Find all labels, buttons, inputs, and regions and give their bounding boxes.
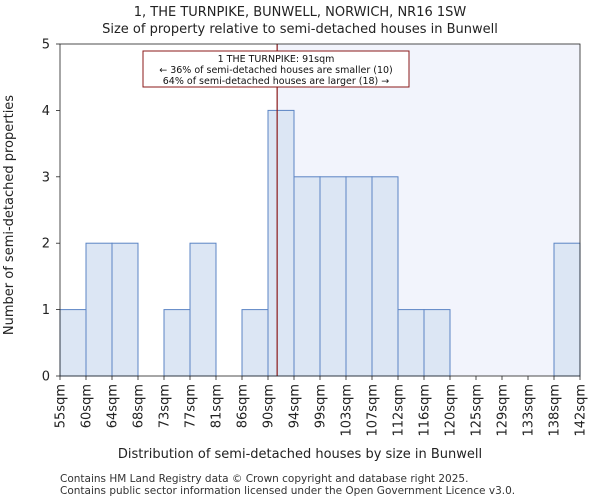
x-tick-label: 77sqm: [184, 384, 199, 428]
bar-64sqm: [111, 242, 139, 377]
bar-99sqm: [319, 176, 347, 377]
x-tick-label: 133sqm: [522, 384, 537, 437]
y-axis: 0 1 2 3 4 5: [42, 38, 60, 385]
annotation-box: [142, 50, 410, 88]
x-tick-label: 120sqm: [444, 384, 459, 437]
x-tick-label: 68sqm: [132, 384, 147, 428]
bar-86sqm: [241, 309, 269, 377]
x-tick-label: 81sqm: [210, 384, 225, 428]
chart-title-line1: 1, THE TURNPIKE, BUNWELL, NORWICH, NR16 …: [134, 5, 467, 20]
bar-103sqm: [345, 176, 373, 377]
chart-title-line2: Size of property relative to semi-detach…: [102, 22, 498, 37]
x-tick-label: 125sqm: [470, 384, 485, 437]
bars-group: [59, 109, 581, 377]
x-tick-label: 90sqm: [262, 384, 277, 428]
y-tick-label: 5: [42, 38, 50, 53]
bar-77sqm: [189, 242, 217, 377]
x-tick-label: 99sqm: [314, 384, 329, 428]
annotation-line3: 64% of semi-detached houses are larger (…: [163, 76, 390, 87]
x-tick-label: 116sqm: [418, 384, 433, 437]
annotation-line2: ← 36% of semi-detached houses are smalle…: [159, 65, 393, 76]
bar-112sqm: [397, 309, 425, 377]
y-tick-label: 2: [42, 237, 50, 252]
bar-138sqm: [553, 242, 581, 377]
annotation-line1: 1 THE TURNPIKE: 91sqm: [218, 54, 335, 65]
y-tick-label: 1: [42, 303, 50, 318]
property-annotation: 1 THE TURNPIKE: 91sqm ← 36% of semi-deta…: [142, 50, 410, 88]
footer-line1: Contains HM Land Registry data © Crown c…: [60, 473, 468, 485]
bar-107sqm: [371, 176, 399, 377]
x-tick-label: 55sqm: [54, 384, 69, 428]
x-tick-label: 64sqm: [106, 384, 121, 428]
y-tick-label: 0: [42, 370, 50, 385]
bar-73sqm: [163, 309, 191, 377]
x-tick-label: 129sqm: [496, 384, 511, 437]
x-tick-label: 94sqm: [288, 384, 303, 428]
bar-94sqm: [293, 176, 321, 377]
footer-line2: Contains public sector information licen…: [60, 485, 515, 497]
y-tick-label: 4: [42, 104, 50, 119]
x-tick-label: 107sqm: [366, 384, 381, 437]
x-tick-label: 142sqm: [574, 384, 589, 437]
x-tick-label: 86sqm: [236, 384, 251, 428]
bar-90sqm: [267, 109, 295, 377]
x-tick-label: 60sqm: [80, 384, 95, 428]
bar-60sqm: [85, 242, 113, 377]
y-tick-label: 3: [42, 170, 50, 185]
x-axis: 55sqm 60sqm 64sqm 68sqm 73sqm 77sqm 81sqm 86sqm…: [54, 376, 589, 437]
x-tick-label: 73sqm: [158, 384, 173, 428]
x-tick-label: 138sqm: [548, 384, 563, 437]
bar-116sqm: [423, 309, 451, 377]
y-axis-label: Number of semi-detached properties: [2, 95, 17, 335]
x-axis-label: Distribution of semi-detached houses by …: [118, 447, 482, 462]
x-tick-label: 112sqm: [392, 384, 407, 437]
x-tick-label: 103sqm: [340, 384, 355, 437]
bar-55sqm: [59, 309, 87, 377]
